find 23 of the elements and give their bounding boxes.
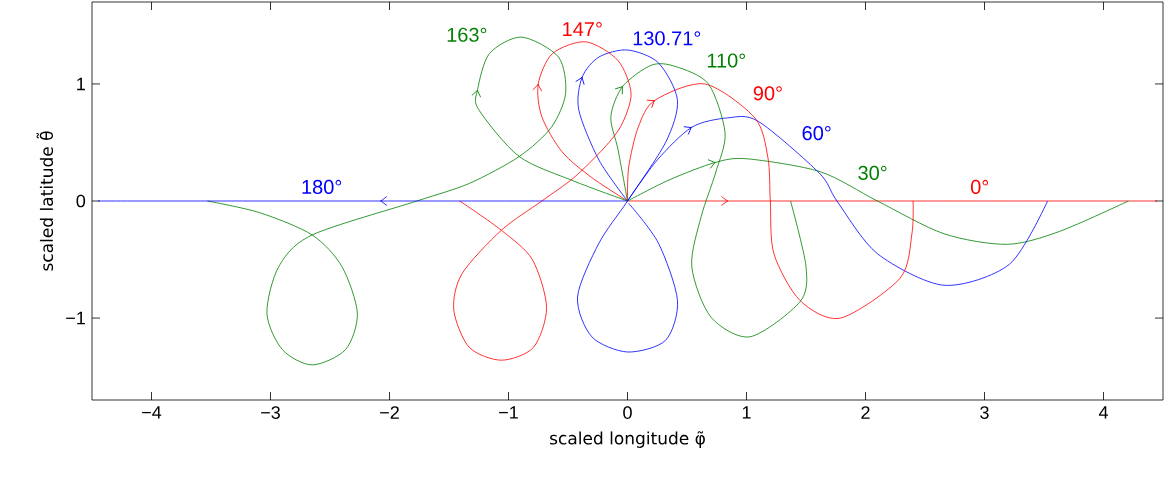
x-tick-label: −4: [142, 406, 162, 419]
y-axis-title: scaled latitude θ̃: [36, 131, 54, 271]
series-label: 110°: [707, 53, 746, 68]
series-label: 30°: [858, 165, 887, 180]
x-tick-label: 4: [1098, 406, 1108, 419]
x-tick-label: 3: [980, 406, 989, 419]
x-tick-label: −2: [380, 406, 399, 419]
series-label: 130.71°: [633, 31, 701, 46]
x-axis-title: scaled longitude φ̃: [550, 431, 705, 448]
series-label: 147°: [563, 21, 602, 36]
x-tick-label: 1: [742, 406, 751, 419]
y-tick-label: 0: [76, 194, 86, 208]
series-label: 163°: [447, 27, 487, 42]
y-tick-label: 1: [77, 77, 85, 91]
series-label: 180°: [302, 179, 342, 195]
x-tick-label: −3: [261, 406, 280, 419]
x-tick-label: 2: [861, 406, 870, 419]
series-label: 0°: [970, 179, 989, 195]
x-tick-label: 0: [623, 406, 632, 419]
series-label: 90°: [753, 86, 782, 101]
y-tick-label: −1: [66, 311, 85, 325]
x-tick-label: −1: [499, 406, 518, 419]
series-label: 60°: [802, 126, 831, 141]
